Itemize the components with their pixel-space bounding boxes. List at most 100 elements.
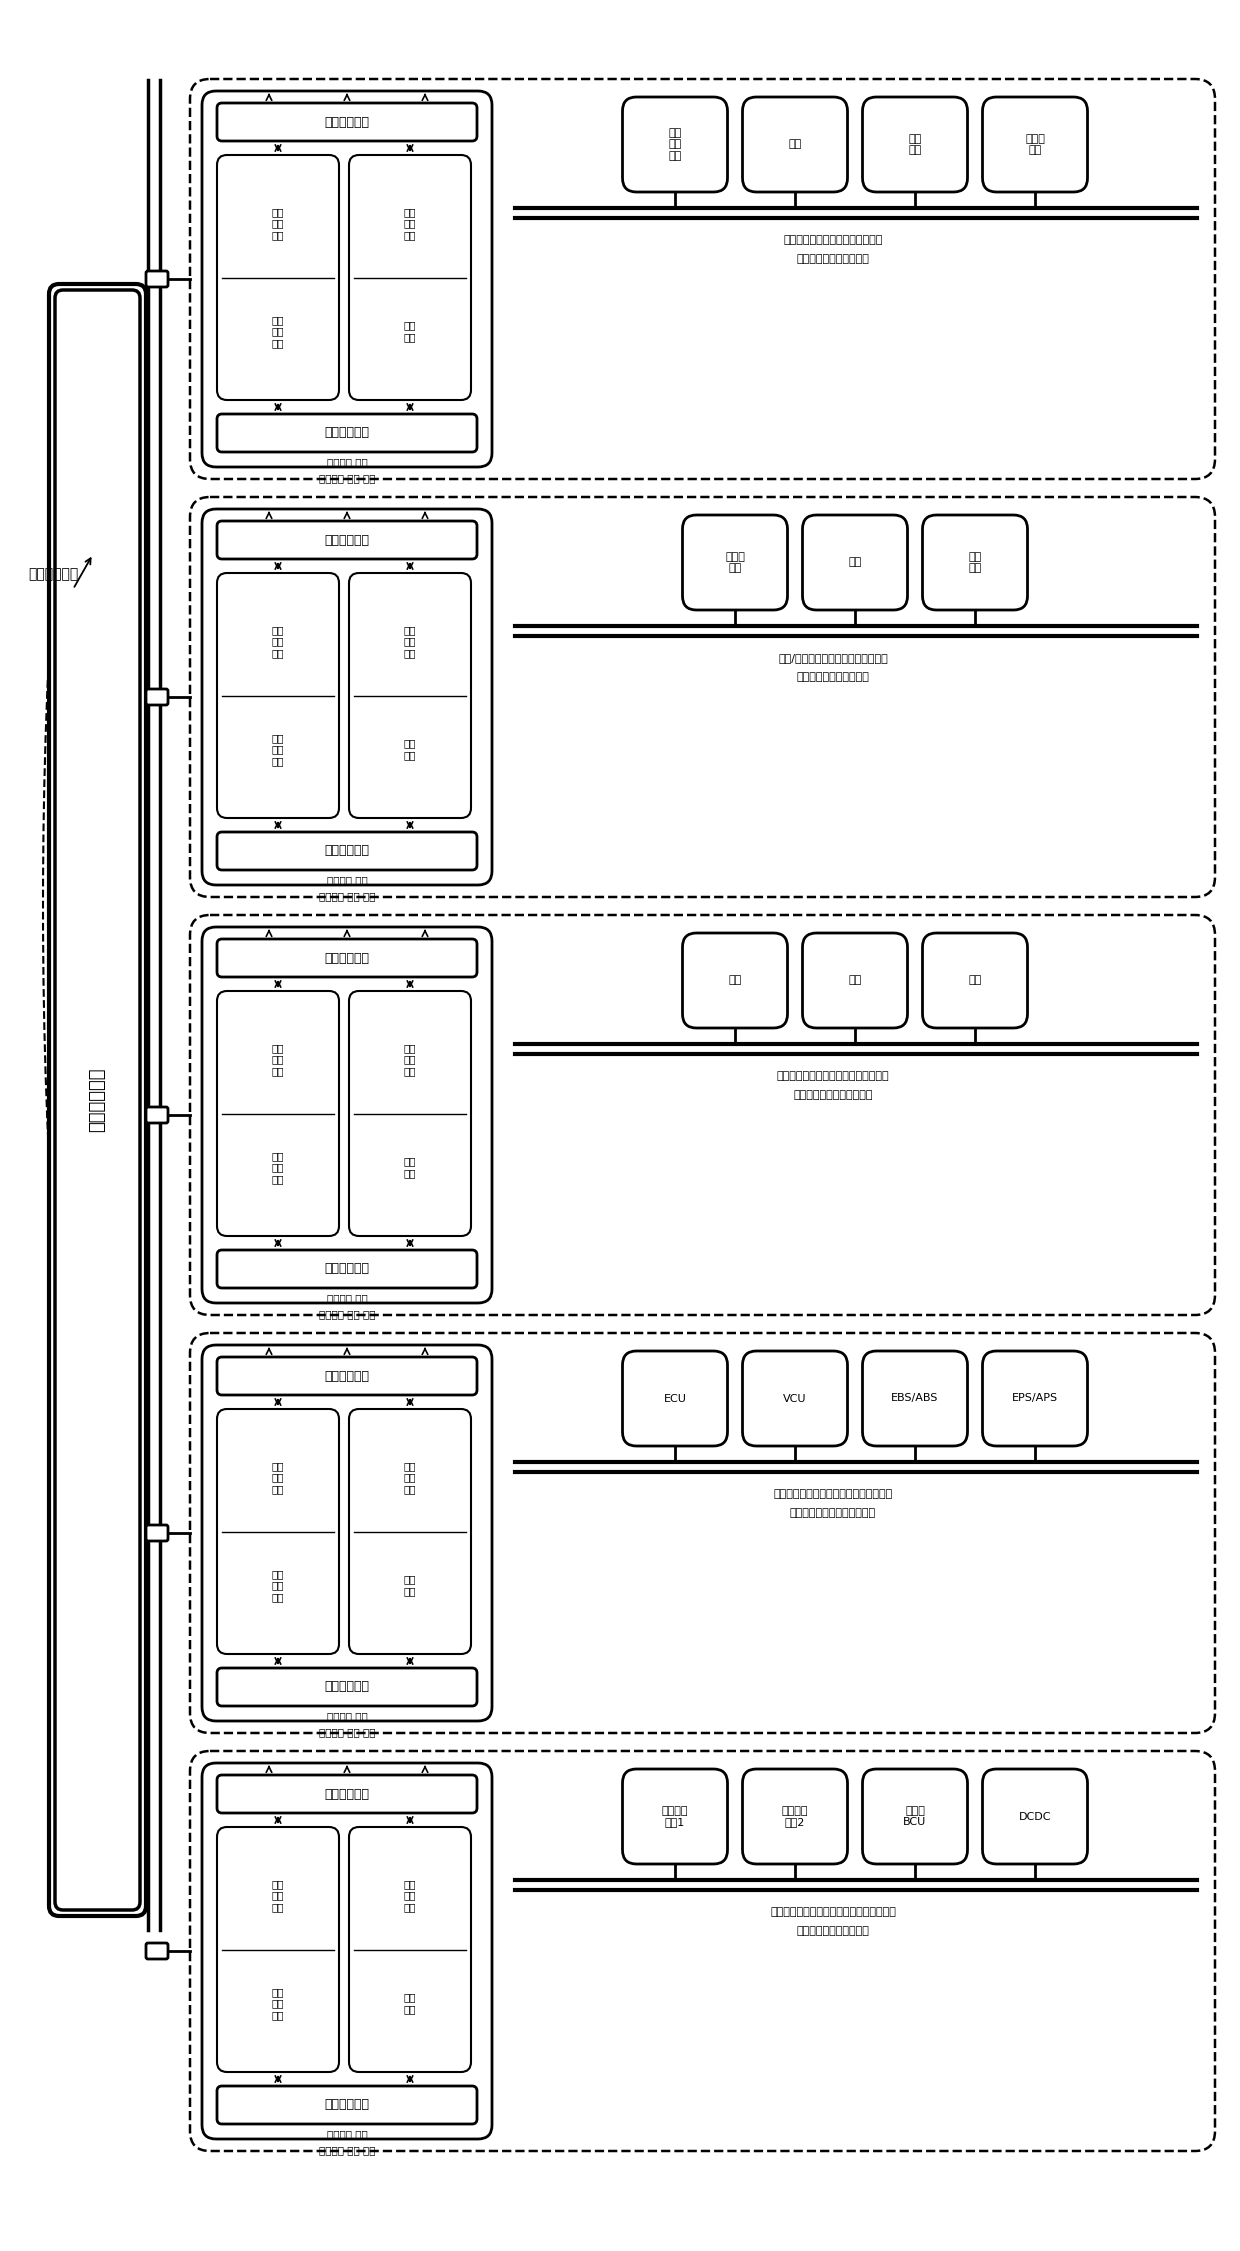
Text: 采集感知系统: 采集感知系统 [325, 952, 370, 963]
FancyBboxPatch shape [682, 515, 787, 610]
Text: 娱乐
设备: 娱乐 设备 [909, 133, 921, 155]
FancyBboxPatch shape [146, 270, 167, 286]
FancyBboxPatch shape [202, 927, 492, 1303]
FancyBboxPatch shape [348, 155, 471, 401]
FancyBboxPatch shape [982, 1351, 1087, 1445]
FancyBboxPatch shape [348, 1828, 471, 2071]
Text: 感知/规划控制、计算、域间区域系统: 感知/规划控制、计算、域间区域系统 [779, 653, 888, 664]
Text: 采集感知系统: 采集感知系统 [325, 1369, 370, 1382]
FancyBboxPatch shape [743, 97, 847, 191]
Text: 车门: 车门 [728, 975, 742, 986]
Text: 管理重复子网络区域系统: 管理重复子网络区域系统 [796, 673, 869, 682]
FancyBboxPatch shape [982, 1769, 1087, 1864]
FancyBboxPatch shape [217, 1776, 477, 1812]
Text: EBS/ABS: EBS/ABS [892, 1393, 939, 1405]
Text: 感知
融合
模块: 感知 融合 模块 [404, 1042, 417, 1076]
Text: 音响: 音响 [789, 140, 801, 149]
FancyBboxPatch shape [217, 990, 339, 1236]
Text: 能效管理系统: 能效管理系统 [325, 2098, 370, 2111]
FancyBboxPatch shape [348, 990, 471, 1236]
FancyBboxPatch shape [146, 1107, 167, 1123]
Text: 数据
处理
模块: 数据 处理 模块 [272, 1880, 284, 1911]
Text: 感知
融合
模块: 感知 融合 模块 [404, 626, 417, 657]
Text: 能效管理系统: 能效管理系统 [325, 1681, 370, 1693]
FancyBboxPatch shape [743, 1769, 847, 1864]
Text: 闸控
模块: 闸控 模块 [404, 738, 417, 761]
Text: 动力驱动控制子网络区域系统: 动力驱动控制子网络区域系统 [790, 1508, 877, 1517]
Text: 车载交换装置: 车载交换装置 [88, 1067, 107, 1132]
FancyBboxPatch shape [217, 104, 477, 142]
Text: 感知
融合
模块: 感知 融合 模块 [404, 1461, 417, 1495]
FancyBboxPatch shape [146, 689, 167, 705]
Text: 计算管理重子网络区域系统: 计算管理重子网络区域系统 [794, 1089, 873, 1101]
Text: 采集感知系统: 采集感知系统 [325, 1787, 370, 1801]
FancyBboxPatch shape [190, 497, 1215, 896]
Text: 数据
处理
模块: 数据 处理 模块 [272, 1461, 284, 1495]
Text: 数据处理 指令: 数据处理 指令 [326, 1711, 367, 1722]
Text: 指令
调度
模块: 指令 调度 模块 [272, 315, 284, 349]
FancyBboxPatch shape [202, 90, 492, 466]
FancyBboxPatch shape [217, 1828, 339, 2071]
Text: 数据
处理
模块: 数据 处理 模块 [272, 207, 284, 241]
FancyBboxPatch shape [622, 1769, 728, 1864]
Text: 数据处理 指令: 数据处理 指令 [326, 1292, 367, 1303]
Text: 传感
设备: 传感 设备 [968, 551, 982, 574]
Text: DCDC: DCDC [1019, 1812, 1052, 1821]
Text: 指令
调度
模块: 指令 调度 模块 [272, 734, 284, 765]
Text: 数据处理 指令: 数据处理 指令 [326, 457, 367, 466]
Text: 互联网
设备: 互联网 设备 [1025, 133, 1045, 155]
Text: 动力驱动控制、计算、域间区域网络系统: 动力驱动控制、计算、域间区域网络系统 [774, 1488, 893, 1499]
Text: 数据处理 指令: 数据处理 指令 [326, 2129, 367, 2138]
FancyBboxPatch shape [863, 97, 967, 191]
Text: 计算控制 调度 命令: 计算控制 调度 命令 [319, 2145, 376, 2154]
Text: ECU: ECU [663, 1393, 687, 1405]
FancyBboxPatch shape [217, 1409, 339, 1654]
Text: 车载主干网络: 车载主干网络 [27, 567, 78, 581]
Text: 车窗: 车窗 [848, 975, 862, 986]
Text: 能效管理系统: 能效管理系统 [325, 844, 370, 858]
Text: 计算控制 调度 命令: 计算控制 调度 命令 [319, 473, 376, 484]
Text: 闸控
模块: 闸控 模块 [404, 1157, 417, 1177]
FancyBboxPatch shape [923, 932, 1028, 1029]
FancyBboxPatch shape [982, 97, 1087, 191]
FancyBboxPatch shape [622, 97, 728, 191]
FancyBboxPatch shape [802, 932, 908, 1029]
Text: 信息采集、控制、计算、网络系统: 信息采集、控制、计算、网络系统 [784, 234, 883, 245]
FancyBboxPatch shape [217, 2087, 477, 2125]
Text: 座椅: 座椅 [968, 975, 982, 986]
FancyBboxPatch shape [217, 1668, 477, 1706]
FancyBboxPatch shape [348, 574, 471, 817]
Text: 雷达: 雷达 [848, 558, 862, 567]
Text: 计算控制 调度 命令: 计算控制 调度 命令 [319, 891, 376, 900]
Text: 能量采集、控制、计算、域间区域网络系统: 能量采集、控制、计算、域间区域网络系统 [770, 1907, 897, 1918]
FancyBboxPatch shape [348, 1409, 471, 1654]
FancyBboxPatch shape [217, 574, 339, 817]
Text: 车身控制设计计算、域间区域网络系统: 车身控制设计计算、域间区域网络系统 [776, 1071, 889, 1080]
FancyBboxPatch shape [217, 520, 477, 558]
FancyBboxPatch shape [202, 1763, 492, 2138]
Text: 充电机
BCU: 充电机 BCU [904, 1805, 926, 1828]
FancyBboxPatch shape [55, 290, 140, 1911]
Text: 闸控
模块: 闸控 模块 [404, 1992, 417, 2015]
Text: 数据
处理
模块: 数据 处理 模块 [272, 1042, 284, 1076]
Text: 采集感知系统: 采集感知系统 [325, 115, 370, 128]
Text: 采集感知系统: 采集感知系统 [325, 533, 370, 547]
Text: 摄像头
系统: 摄像头 系统 [725, 551, 745, 574]
Text: 感知
融合
模块: 感知 融合 模块 [404, 1880, 417, 1911]
FancyBboxPatch shape [202, 509, 492, 885]
FancyBboxPatch shape [682, 932, 787, 1029]
Text: 指令
调度
模块: 指令 调度 模块 [272, 1150, 284, 1184]
Text: 指令
调度
模块: 指令 调度 模块 [272, 1988, 284, 2019]
FancyBboxPatch shape [622, 1351, 728, 1445]
FancyBboxPatch shape [190, 914, 1215, 1315]
FancyBboxPatch shape [863, 1769, 967, 1864]
Text: 导航
采集
系统: 导航 采集 系统 [668, 128, 682, 162]
FancyBboxPatch shape [217, 1249, 477, 1288]
Text: VCU: VCU [784, 1393, 807, 1405]
FancyBboxPatch shape [217, 833, 477, 869]
Text: 能效管理系统: 能效管理系统 [325, 1263, 370, 1276]
Text: EPS/APS: EPS/APS [1012, 1393, 1058, 1405]
FancyBboxPatch shape [146, 1943, 167, 1958]
Text: 能量采集子网络区域系统: 能量采集子网络区域系统 [796, 1927, 869, 1936]
FancyBboxPatch shape [743, 1351, 847, 1445]
